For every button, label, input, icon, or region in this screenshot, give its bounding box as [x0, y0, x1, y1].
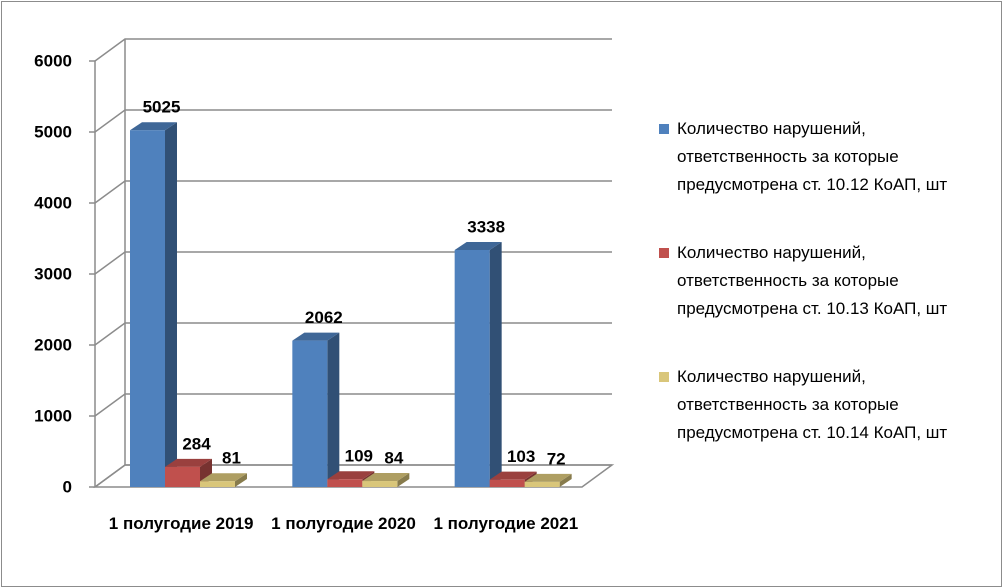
- bar-side: [235, 473, 247, 487]
- bar: [130, 130, 165, 487]
- data-label: 81: [222, 449, 241, 468]
- legend-swatch: [659, 372, 669, 382]
- bar: [292, 340, 328, 487]
- bar-top: [524, 473, 572, 482]
- data-label: 109: [345, 447, 373, 466]
- bar-side: [397, 473, 410, 487]
- y-tick-label: 3000: [34, 264, 72, 283]
- bar-top: [130, 122, 177, 131]
- bar: [165, 466, 200, 487]
- data-label: 103: [507, 447, 535, 466]
- legend-label: Количество нарушений, ответственность за…: [677, 243, 948, 318]
- bar-side: [327, 332, 340, 487]
- bar: [362, 481, 398, 487]
- data-label: 3338: [467, 217, 505, 236]
- bar-top: [489, 471, 537, 480]
- bar-side: [559, 473, 572, 487]
- y-tick-label: 0: [63, 477, 72, 496]
- y-tick-label: 2000: [34, 335, 72, 354]
- bar: [524, 481, 560, 487]
- bar-side: [165, 122, 177, 487]
- x-tick-label: 1 полугодие 2019: [108, 514, 254, 533]
- bar-top: [362, 473, 410, 482]
- data-label: 72: [547, 449, 566, 468]
- bar-top: [165, 458, 212, 467]
- grid-line: [94, 251, 612, 275]
- bar-top: [292, 332, 340, 341]
- legend-label: Количество нарушений, ответственность за…: [677, 367, 948, 442]
- data-label: 2062: [305, 308, 343, 327]
- y-tick-label: 6000: [34, 51, 72, 70]
- y-tick-label: 1000: [34, 406, 72, 425]
- x-tick-label: 1 полугодие 2021: [433, 514, 579, 533]
- y-tick-label: 5000: [34, 122, 72, 141]
- legend-swatch: [659, 248, 669, 258]
- grid-line: [94, 322, 612, 346]
- grid-line: [94, 464, 612, 488]
- legend-label: Количество нарушений, ответственность за…: [677, 119, 948, 194]
- bar-side: [489, 242, 502, 487]
- grid-line: [94, 109, 612, 133]
- bar: [327, 479, 363, 487]
- data-label: 5025: [143, 98, 181, 117]
- grid-line: [94, 393, 612, 417]
- bar-top: [454, 242, 502, 251]
- grid-line: [94, 38, 612, 62]
- grid-line: [94, 180, 612, 204]
- bar: [200, 481, 235, 487]
- bar-top: [327, 471, 375, 480]
- legend-swatch: [659, 124, 669, 134]
- data-label: 284: [182, 434, 211, 453]
- y-tick-label: 4000: [34, 193, 72, 212]
- data-label: 84: [384, 449, 403, 468]
- x-tick-label: 1 полугодие 2020: [271, 514, 416, 533]
- bar-top: [200, 473, 247, 482]
- bar: [454, 250, 490, 487]
- bar: [489, 479, 525, 487]
